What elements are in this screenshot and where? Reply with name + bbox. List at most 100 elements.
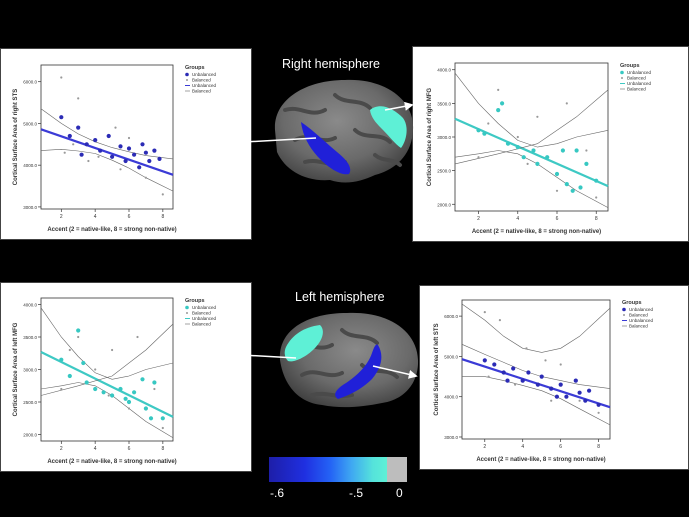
data-point-balanced xyxy=(111,348,114,352)
y-tick-label: 6000.0 xyxy=(23,80,37,85)
y-axis-label: Cortical Surface Area of left MFG xyxy=(13,322,19,416)
y-tick-label: 5000.0 xyxy=(23,121,37,126)
x-tick-label: 8 xyxy=(161,446,164,452)
data-point-unbalanced xyxy=(81,360,86,366)
data-point-balanced xyxy=(127,136,131,140)
fit-line xyxy=(40,351,174,418)
data-point-unbalanced xyxy=(577,390,582,395)
data-point-unbalanced xyxy=(535,161,540,166)
data-point-balanced xyxy=(544,359,547,362)
legend-entry: Unbalanced xyxy=(192,83,217,88)
data-point-balanced xyxy=(87,159,90,163)
data-point-balanced xyxy=(550,399,553,402)
legend-entry: Unbalanced xyxy=(192,316,217,321)
legend-title: Groups xyxy=(185,65,205,71)
x-tick-label: 4 xyxy=(94,214,97,220)
x-axis-label: Accent (2 = native-like, 8 = strong non-… xyxy=(47,459,176,465)
data-point-unbalanced xyxy=(521,155,526,160)
y-tick-label: 6000.0 xyxy=(444,314,458,319)
data-point-balanced xyxy=(161,193,164,196)
legend-entry: Balanced xyxy=(192,322,211,327)
data-point-balanced xyxy=(487,375,490,378)
ci-line xyxy=(461,303,611,353)
legend-entry: Unbalanced xyxy=(627,70,652,75)
data-point-unbalanced xyxy=(492,362,497,367)
plot-frame xyxy=(461,299,611,440)
data-point-unbalanced xyxy=(126,399,132,405)
data-point-balanced xyxy=(97,155,100,158)
ci-line xyxy=(40,307,174,380)
legend-marker xyxy=(623,314,625,316)
legend-marker xyxy=(185,72,189,77)
data-point-balanced xyxy=(136,335,139,339)
ci-line xyxy=(454,89,609,165)
data-point-unbalanced xyxy=(79,152,84,157)
data-point-unbalanced xyxy=(140,377,145,382)
data-point-unbalanced xyxy=(578,185,583,190)
x-tick-label: 6 xyxy=(559,444,562,450)
data-point-unbalanced xyxy=(564,182,569,187)
y-tick-label: 2000.0 xyxy=(437,202,451,207)
x-tick-label: 4 xyxy=(94,446,97,452)
colorbar-zero-segment xyxy=(387,457,407,482)
data-point-balanced xyxy=(516,135,519,139)
legend-entry: Balanced xyxy=(192,78,211,83)
legend-entry: Balanced xyxy=(192,89,211,94)
arrow-to-right-sts xyxy=(224,137,317,148)
x-tick-label: 4 xyxy=(521,444,524,450)
y-tick-label: 5000.0 xyxy=(444,354,458,359)
data-point-unbalanced xyxy=(596,402,601,407)
data-point-balanced xyxy=(114,126,117,129)
chart-svg-right-mfg: 2000.0 2500.0 3000.0 3500.0 4000.0 2 4 6 8 Accent… xyxy=(427,62,652,235)
x-tick-label: 6 xyxy=(128,214,131,220)
data-point-balanced xyxy=(483,311,486,314)
legend-entry: Balanced xyxy=(192,311,211,316)
data-point-balanced xyxy=(497,88,500,91)
data-point-unbalanced xyxy=(526,370,531,375)
data-point-balanced xyxy=(72,143,75,146)
data-point-unbalanced xyxy=(137,165,142,170)
colorbar xyxy=(269,457,407,482)
data-point-unbalanced xyxy=(501,370,506,375)
data-point-unbalanced xyxy=(152,148,157,153)
data-point-unbalanced xyxy=(98,148,103,153)
data-point-unbalanced xyxy=(584,161,589,166)
x-tick-label: 2 xyxy=(60,446,63,452)
data-point-balanced xyxy=(498,319,501,322)
data-point-balanced xyxy=(536,115,539,118)
y-tick-label: 2000.0 xyxy=(23,433,37,438)
chart-svg-left-mfg: 2000.0 2500.0 3000.0 3500.0 4000.0 2 4 6 8 Accent… xyxy=(13,297,217,465)
y-tick-label: 4000.0 xyxy=(444,395,458,400)
data-point-unbalanced xyxy=(570,188,575,193)
right-sts-region xyxy=(301,122,351,175)
data-point-balanced xyxy=(597,411,600,414)
data-point-unbalanced xyxy=(160,416,165,421)
data-point-unbalanced xyxy=(152,380,157,385)
data-point-unbalanced xyxy=(482,358,487,363)
data-point-unbalanced xyxy=(558,382,563,387)
data-point-balanced xyxy=(77,97,80,100)
y-tick-label: 3000.0 xyxy=(444,435,458,440)
data-point-balanced xyxy=(127,407,131,410)
left-hemisphere-brain xyxy=(279,312,419,408)
y-tick-label: 4000.0 xyxy=(437,68,451,73)
legend-entry: Unbalanced xyxy=(192,305,217,310)
data-point-balanced xyxy=(565,102,568,105)
y-tick-label: 4000.0 xyxy=(23,163,37,168)
data-point-unbalanced xyxy=(76,328,81,333)
data-point-unbalanced xyxy=(118,144,123,149)
y-tick-label: 3500.0 xyxy=(437,101,451,106)
data-point-unbalanced xyxy=(573,378,578,383)
data-point-balanced xyxy=(585,149,588,152)
legend-title: Groups xyxy=(620,63,640,69)
data-point-unbalanced xyxy=(118,386,123,392)
data-point-balanced xyxy=(144,176,147,179)
legend-marker xyxy=(185,305,189,310)
y-axis-label: Cortical Surface Area of right MFG xyxy=(427,88,433,186)
ci-line xyxy=(40,148,174,192)
legend-entry: Balanced xyxy=(627,87,646,92)
x-tick-label: 8 xyxy=(161,214,164,220)
data-point-unbalanced xyxy=(140,142,145,147)
data-point-unbalanced xyxy=(520,378,525,383)
data-point-balanced xyxy=(60,387,63,391)
